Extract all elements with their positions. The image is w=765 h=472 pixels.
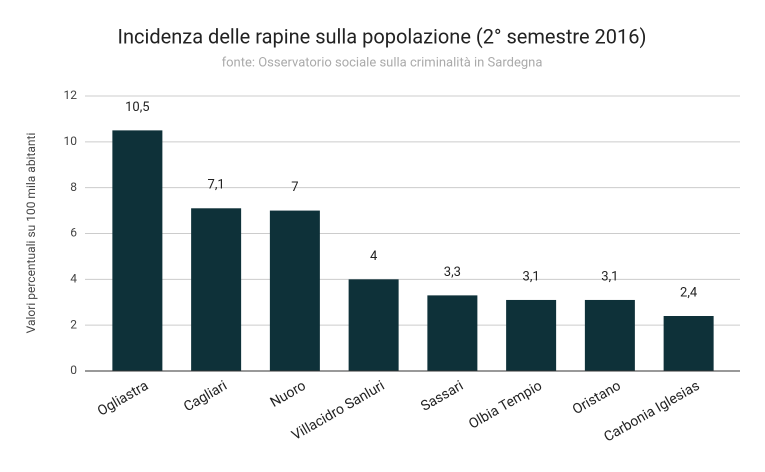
x-tick-label: Olbia Tempio [466,378,545,433]
x-tick-label: Sassari [418,378,466,415]
value-label: 2,4 [680,285,698,300]
bar [112,130,163,371]
y-tick-label: 4 [70,272,77,286]
bar [191,208,242,371]
y-tick-label: 6 [70,226,77,240]
x-tick-label: Oristano [570,378,624,418]
value-label: 3,3 [444,265,461,280]
y-tick-label: 10 [64,134,78,148]
bar [663,316,714,371]
bar [584,299,635,371]
x-tick-label: Nuoro [268,378,309,411]
y-tick-label: 0 [70,363,77,377]
bar [348,279,399,371]
value-label: 7 [291,180,298,195]
bar [269,210,320,371]
y-tick-label: 12 [64,88,78,102]
chart-title: Incidenza delle rapine sulla popolazione… [118,24,647,48]
chart-subtitle: fonte: Osservatorio sociale sulla crimin… [222,55,543,70]
x-tick-label: Cagliari [181,378,230,415]
value-label: 4 [370,249,378,264]
value-label: 10,5 [125,100,149,115]
value-label: 7,1 [208,178,225,193]
bar [427,295,478,371]
value-label: 3,1 [601,269,618,284]
bar [506,299,557,371]
value-label: 3,1 [523,269,540,284]
y-axis-label: Valori percentuali su 100 mila abitanti [24,133,38,334]
y-tick-label: 2 [70,317,77,331]
y-tick-label: 8 [70,180,77,194]
x-tick-label: Ogliastra [95,378,151,420]
